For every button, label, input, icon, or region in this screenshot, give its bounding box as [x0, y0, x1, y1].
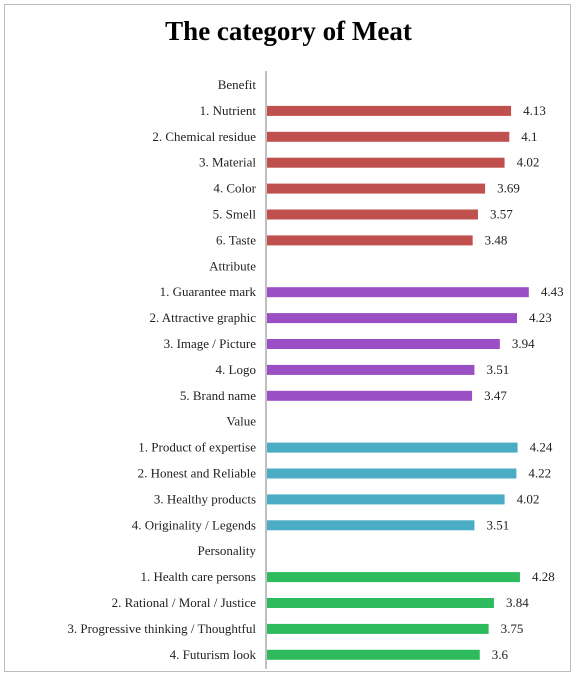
- bar: [267, 520, 475, 531]
- category-label: 4. Logo: [216, 362, 256, 377]
- bar: [267, 649, 480, 660]
- bar: [267, 287, 529, 298]
- data-label: 3.51: [486, 362, 509, 377]
- bar: [267, 364, 475, 375]
- bar: [267, 598, 494, 608]
- bar: [267, 494, 505, 505]
- data-label: 4.23: [529, 310, 552, 325]
- bar: [267, 313, 517, 324]
- category-label: 2. Chemical residue: [152, 129, 256, 144]
- category-label: 4. Futurism look: [170, 647, 257, 662]
- category-label: 1. Health care persons: [140, 569, 256, 584]
- category-label: 1. Product of expertise: [138, 440, 256, 455]
- bar: [267, 339, 500, 349]
- data-label: 3.48: [485, 232, 508, 247]
- category-label: 6. Taste: [216, 232, 256, 247]
- group-header-label: Value: [226, 414, 256, 429]
- data-label: 4.1: [521, 129, 537, 144]
- data-label: 3.47: [484, 388, 507, 403]
- group-header-label: Personality: [198, 543, 257, 558]
- data-label: 4.28: [532, 569, 555, 584]
- category-label: 3. Material: [199, 155, 256, 170]
- data-label: 4.22: [528, 466, 551, 481]
- bar: [267, 572, 520, 583]
- bar: [267, 623, 489, 634]
- data-label: 3.51: [486, 517, 509, 532]
- category-label: 3. Healthy products: [154, 491, 256, 506]
- bar: [267, 157, 505, 168]
- category-label: 1. Guarantee mark: [160, 284, 257, 299]
- category-label: 3. Progressive thinking / Thoughtful: [67, 621, 256, 636]
- bar: [267, 131, 510, 142]
- category-label: 2. Honest and Reliable: [138, 466, 257, 481]
- data-label: 4.13: [523, 103, 546, 118]
- data-label: 3.84: [506, 595, 529, 610]
- data-label: 4.02: [517, 155, 540, 170]
- data-label: 3.57: [490, 207, 513, 222]
- category-label: 3. Image / Picture: [164, 336, 257, 351]
- bar: [267, 390, 473, 401]
- data-label: 3.69: [497, 181, 520, 196]
- group-header-label: Benefit: [218, 77, 257, 92]
- category-label: 2. Rational / Moral / Justice: [112, 595, 257, 610]
- chart-title: The category of Meat: [165, 16, 412, 46]
- data-label: 4.24: [530, 440, 553, 455]
- category-label: 4. Originality / Legends: [132, 517, 256, 532]
- bar: [267, 105, 512, 116]
- category-label: 4. Color: [213, 181, 256, 196]
- data-label: 4.43: [541, 284, 564, 299]
- bar: [267, 235, 473, 246]
- group-header-label: Attribute: [209, 258, 256, 273]
- data-label: 3.75: [501, 621, 524, 636]
- bar: [267, 468, 517, 479]
- category-label: 1. Nutrient: [200, 103, 257, 118]
- category-label: 5. Smell: [213, 207, 257, 222]
- bar: [267, 209, 478, 220]
- data-label: 4.02: [517, 491, 540, 506]
- data-label: 3.6: [492, 647, 509, 662]
- bar: [267, 183, 486, 194]
- category-label: 5. Brand name: [180, 388, 256, 403]
- category-label: 2. Attractive graphic: [150, 310, 257, 325]
- data-label: 3.94: [512, 336, 535, 351]
- bar: [267, 442, 518, 453]
